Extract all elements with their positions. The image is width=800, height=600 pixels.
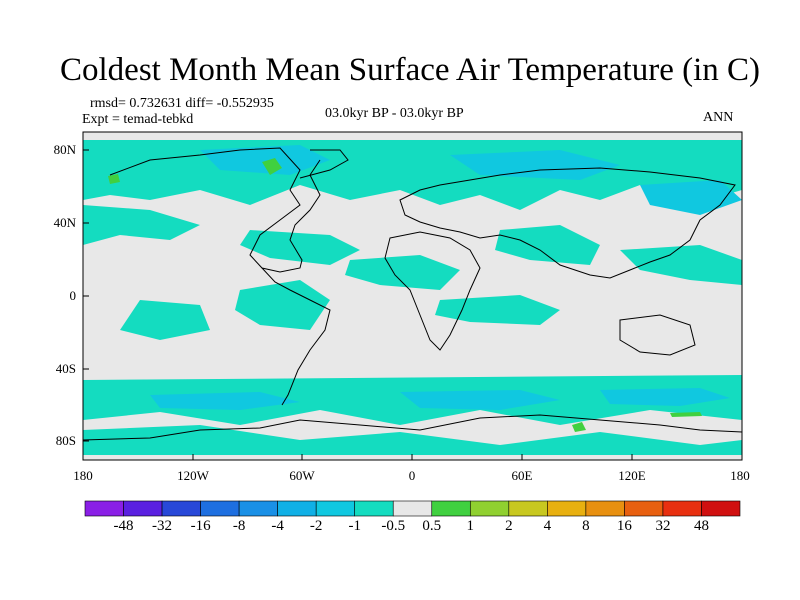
map-title: Coldest Month Mean Surface Air Temperatu…	[60, 52, 760, 88]
lon-tick-label: 60W	[289, 468, 315, 483]
lon-tick-label: 120E	[618, 468, 646, 483]
colorbar	[84, 500, 741, 517]
lon-tick-label: 180	[730, 468, 750, 483]
colorbar-label: -0.5	[381, 518, 406, 534]
lon-tick-label: 0	[408, 468, 416, 483]
colorbar-label: 16	[616, 518, 632, 534]
colorbar-swatch	[200, 500, 240, 517]
colorbar-swatch	[508, 500, 548, 517]
colorbar-label: -32	[152, 518, 173, 534]
colorbar-label: -1	[348, 518, 361, 534]
lat-tick-label: 40N	[53, 215, 76, 230]
lat-tick-label: 80N	[53, 142, 76, 157]
moderate-negative-anomaly-regions	[150, 145, 742, 410]
positive-anomaly-regions	[108, 158, 702, 432]
colorbar-swatch	[547, 500, 587, 517]
colorbar-label: 32	[655, 518, 671, 534]
stats-line: rmsd= 0.732631 diff= -0.552935	[90, 96, 274, 111]
colorbar-swatch	[123, 500, 163, 517]
axis-ticks	[83, 149, 633, 460]
colorbar-label: -48	[113, 518, 134, 534]
colorbar-swatch	[354, 500, 394, 517]
expt-line: Expt = temad-tebkd	[82, 112, 194, 127]
period-line: 03.0kyr BP - 03.0kyr BP	[325, 106, 464, 121]
colorbar-label: 8	[582, 518, 590, 534]
colorbar-swatch	[392, 500, 433, 517]
season-label: ANN	[703, 110, 734, 125]
coastlines	[83, 147, 742, 441]
colorbar-swatch	[469, 500, 510, 517]
colorbar-label: 0.5	[422, 518, 442, 534]
lat-tick-label: 80S	[55, 433, 76, 448]
lat-tick-label: 40S	[55, 361, 76, 376]
lat-tick-label: 0	[69, 288, 77, 303]
colorbar-label: -8	[232, 518, 246, 534]
colorbar-swatch	[662, 500, 702, 517]
colorbar-label: 1	[466, 518, 475, 534]
colorbar-swatch	[701, 500, 741, 517]
colorbar-swatch	[315, 500, 356, 517]
colorbar-label: 2	[505, 518, 513, 534]
colorbar-label: -4	[271, 518, 284, 534]
colorbar-swatch	[585, 500, 625, 517]
lon-tick-label: 120W	[177, 468, 209, 483]
colorbar-swatch	[161, 500, 201, 517]
colorbar-label: 4	[543, 518, 552, 534]
lon-tick-label: 180	[73, 468, 93, 483]
lon-tick-label: 60E	[511, 468, 533, 483]
colorbar-swatch	[624, 500, 664, 517]
colorbar-swatch	[431, 500, 471, 517]
colorbar-label: -2	[309, 518, 323, 534]
colorbar-swatch	[84, 500, 124, 517]
colorbar-swatch	[238, 500, 278, 517]
colorbar-label: 48	[693, 518, 709, 534]
colorbar-swatch	[277, 500, 317, 517]
colorbar-label: -16	[190, 518, 211, 534]
